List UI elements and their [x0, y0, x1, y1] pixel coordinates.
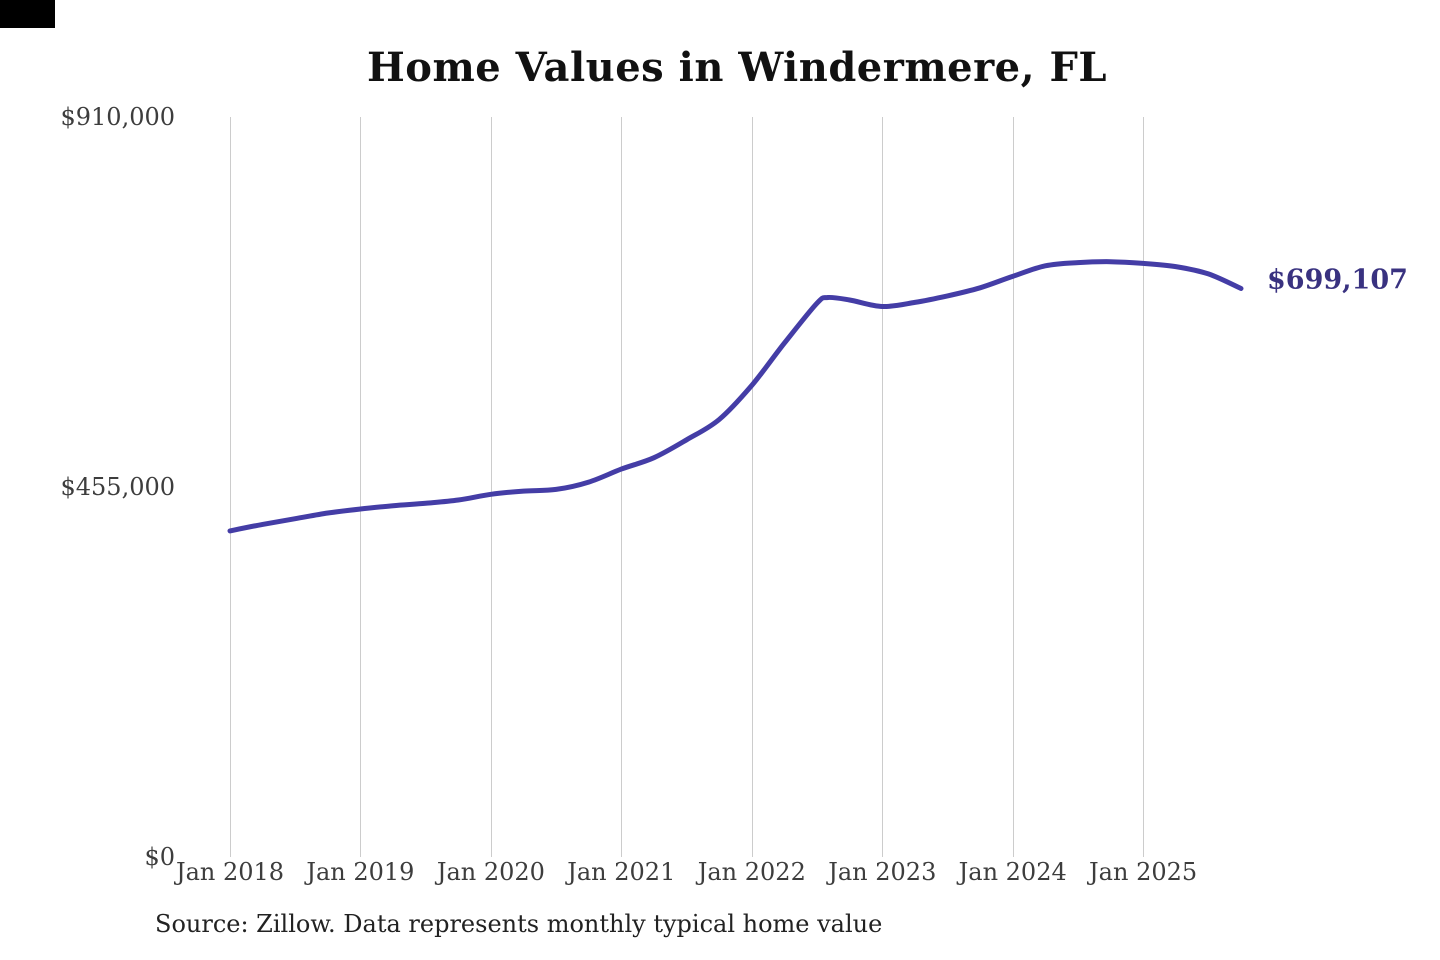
latest-value-label: $699,107	[1267, 264, 1408, 296]
black-corner-mark	[0, 0, 55, 28]
gridline-jan-2018	[230, 117, 231, 857]
y-tick-label: $0	[144, 843, 175, 871]
x-tick-label: Jan 2018	[175, 858, 285, 886]
gridline-jan-2025	[1143, 117, 1145, 857]
x-tick-label: Jan 2023	[828, 858, 937, 886]
x-tick-label: Jan 2022	[697, 858, 806, 886]
x-tick-label: Jan 2020	[436, 858, 545, 886]
x-tick-label: Jan 2019	[306, 858, 415, 886]
y-tick-label: $910,000	[60, 103, 175, 131]
gridline-jan-2024	[1012, 117, 1014, 857]
chart-title: Home Values in Windermere, FL	[367, 44, 1107, 91]
gridline-jan-2020	[490, 117, 492, 857]
gridline-jan-2019	[360, 117, 362, 857]
gridline-jan-2022	[751, 117, 753, 857]
x-tick-label: Jan 2025	[1089, 858, 1198, 886]
gridline-jan-2021	[621, 117, 623, 857]
source-note: Source: Zillow. Data represents monthly …	[155, 910, 883, 938]
x-tick-label: Jan 2021	[567, 858, 676, 886]
gridline-jan-2023	[882, 117, 884, 857]
x-tick-label: Jan 2024	[958, 858, 1067, 886]
y-tick-label: $455,000	[60, 473, 175, 501]
home-value-line	[227, 259, 1244, 534]
